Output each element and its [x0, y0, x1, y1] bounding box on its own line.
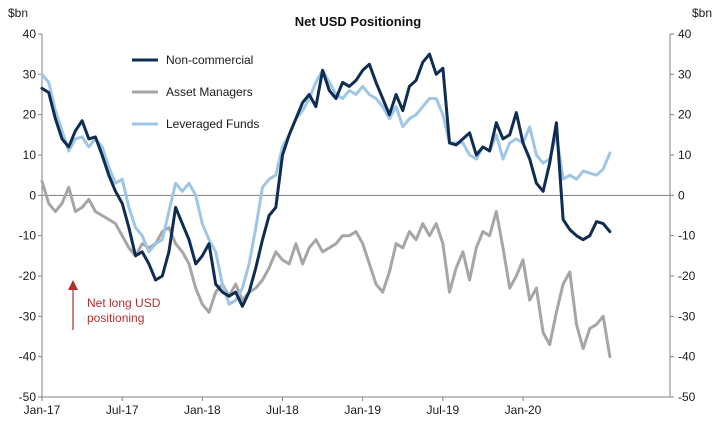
right-y-tick-label: 0 — [678, 188, 685, 202]
annotation-text-line: positioning — [87, 311, 144, 325]
legend-label-non-commercial: Non-commercial — [166, 53, 253, 67]
left-y-tick-label: -40 — [19, 350, 37, 364]
left-y-tick-label: -30 — [19, 309, 37, 323]
legend: Non-commercial Asset Managers Leveraged Fu… — [132, 53, 259, 131]
left-y-tick-label: 20 — [23, 108, 37, 122]
left-y-tick-label: 30 — [23, 67, 37, 81]
left-y-tick-label: 0 — [29, 188, 36, 202]
left-axis-unit: $bn — [8, 6, 28, 20]
x-tick-label: Jul-19 — [427, 403, 460, 417]
annotation-text-line: Net long USD — [87, 296, 161, 310]
left-y-tick-label: -10 — [19, 229, 37, 243]
left-y-tick-label: -20 — [19, 269, 37, 283]
right-y-tick-label: -30 — [678, 309, 696, 323]
legend-label-leveraged-funds: Leveraged Funds — [166, 117, 259, 131]
x-tick-label: Jan-17 — [24, 403, 61, 417]
right-y-tick-label: -50 — [678, 390, 696, 404]
chart-title: Net USD Positioning — [295, 14, 421, 29]
right-y-tick-label: -20 — [678, 269, 696, 283]
series-non-commercial-line — [40, 52, 612, 308]
left-y-tick-label: 40 — [23, 27, 37, 41]
right-y-tick-label: 10 — [678, 148, 692, 162]
x-tick-label: Jul-18 — [266, 403, 299, 417]
x-tick-label: Jul-17 — [106, 403, 139, 417]
x-tick-label: Jan-19 — [344, 403, 381, 417]
left-y-tick-label: 10 — [23, 148, 37, 162]
right-y-tick-label: -40 — [678, 350, 696, 364]
right-y-tick-label: -10 — [678, 229, 696, 243]
axes: 40 40 30 30 20 20 10 10 0 0 -10 -10 -20 -20 -30 -30 -40 -… — [19, 27, 696, 417]
series-lines — [40, 52, 612, 359]
x-tick-label: Jan-20 — [505, 403, 542, 417]
right-y-tick-label: 40 — [678, 27, 692, 41]
legend-label-asset-managers: Asset Managers — [166, 85, 253, 99]
right-y-tick-label: 30 — [678, 67, 692, 81]
annotation-arrow-head — [68, 280, 78, 290]
x-tick-label: Jan-18 — [184, 403, 221, 417]
right-y-tick-label: 20 — [678, 108, 692, 122]
right-axis-unit: $bn — [692, 6, 712, 20]
left-y-tick-label: -50 — [19, 390, 37, 404]
